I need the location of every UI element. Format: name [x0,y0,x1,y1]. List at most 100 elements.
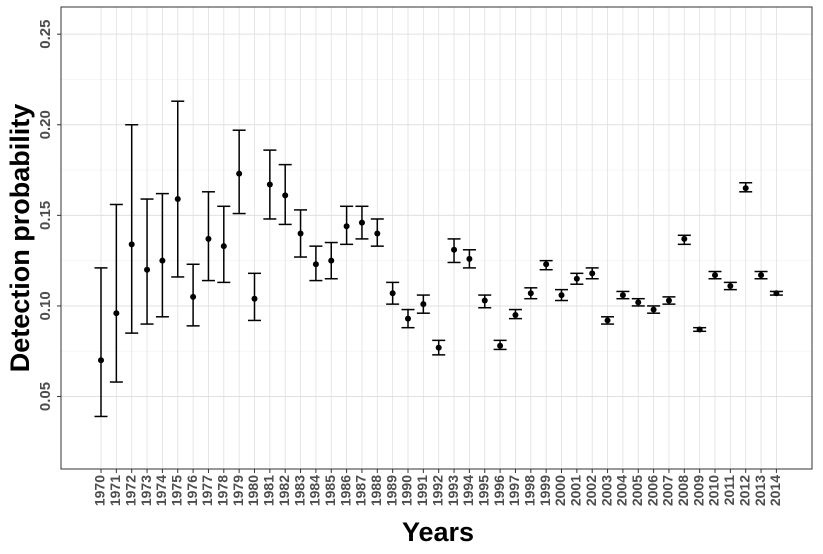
data-point [696,326,703,333]
x-axis-ticks: 1970 1971 1972 1973 1974 1975 1976 1977 1978 1979… [92,469,783,506]
x-tick-label: 2000 [552,475,568,506]
data-point [251,295,258,302]
data-point [543,261,550,268]
data-point [665,297,672,304]
y-axis-ticks: 0.05 0.10 0.15 0.20 0.25 [37,20,61,411]
x-tick-label: 1986 [337,475,353,506]
x-tick-label: 2005 [629,475,645,506]
data-point [205,235,212,242]
x-tick-label: 1997 [506,475,522,506]
data-point [266,181,273,188]
data-point [282,192,289,199]
data-point [144,266,151,273]
data-point [727,283,734,290]
x-tick-label: 1974 [153,475,169,506]
x-tick-label: 1992 [429,475,445,506]
x-tick-label: 1972 [122,475,138,506]
x-tick-label: 2012 [736,475,752,506]
data-point [374,230,381,237]
data-point [343,223,350,230]
x-tick-label: 2002 [583,475,599,506]
x-tick-label: 1996 [491,475,507,506]
x-tick-label: 2006 [644,475,660,506]
data-point [435,344,442,351]
data-point [220,243,227,250]
data-point [650,306,657,313]
y-tick-label: 0.15 [37,201,54,230]
x-tick-label: 1976 [184,475,200,506]
data-point [451,246,458,253]
y-tick-label: 0.25 [37,20,54,49]
x-tick-label: 1999 [537,475,553,506]
x-tick-label: 2007 [660,475,676,506]
x-axis-title: Years [402,517,474,547]
x-tick-label: 1971 [107,475,123,506]
x-tick-label: 1995 [475,475,491,506]
data-point [297,230,304,237]
data-points [98,170,780,364]
data-point [512,312,519,318]
x-tick-label: 1983 [291,475,307,506]
x-tick-label: 1977 [199,475,215,506]
data-point [573,275,580,282]
data-point [389,290,396,297]
x-tick-label: 1975 [168,475,184,506]
data-point [681,235,688,242]
x-tick-label: 1998 [522,475,538,506]
x-tick-label: 1985 [322,475,338,506]
data-point [358,219,365,226]
x-tick-label: 2008 [675,475,691,506]
x-tick-label: 1993 [445,475,461,506]
x-tick-label: 1982 [276,475,292,506]
x-tick-label: 1984 [307,475,323,506]
x-tick-label: 2003 [598,475,614,506]
data-point [466,255,473,262]
x-tick-label: 2009 [690,475,706,506]
data-point [174,196,181,203]
grid-lines [61,7,812,469]
data-point [589,270,596,277]
x-tick-label: 1990 [399,475,415,506]
x-tick-label: 1991 [414,475,430,506]
data-point [742,185,749,192]
data-point [481,297,488,304]
data-point [312,261,319,268]
panel-border [60,6,813,470]
data-point [113,310,120,317]
x-tick-label: 1988 [368,475,384,506]
x-tick-label: 2014 [767,475,783,506]
x-tick-label: 1970 [92,475,108,506]
data-point [773,290,780,297]
data-point [712,272,718,279]
data-point [497,342,504,349]
data-point [635,299,642,306]
x-tick-label: 2004 [614,475,630,506]
x-tick-label: 2011 [721,475,737,506]
data-point [236,170,243,177]
x-tick-label: 2013 [752,475,768,506]
data-point [159,257,166,264]
data-point [558,292,565,299]
data-point [420,301,427,308]
x-tick-label: 1987 [353,475,369,506]
data-point [190,293,197,300]
x-tick-label: 2010 [706,475,722,506]
data-point [98,357,104,364]
y-tick-label: 0.20 [37,110,54,139]
data-point [527,290,534,297]
x-tick-label: 2001 [568,475,584,506]
y-axis-title: Detection probability [5,104,35,373]
data-point [405,315,411,322]
data-point [328,257,335,264]
x-tick-label: 1981 [261,475,277,506]
x-tick-label: 1973 [138,475,154,506]
x-tick-label: 1979 [230,475,246,506]
data-point [604,317,611,324]
x-tick-label: 1980 [245,475,261,506]
y-tick-label: 0.10 [37,291,54,320]
data-point [758,272,765,279]
data-point [128,241,135,248]
data-point [619,292,626,299]
